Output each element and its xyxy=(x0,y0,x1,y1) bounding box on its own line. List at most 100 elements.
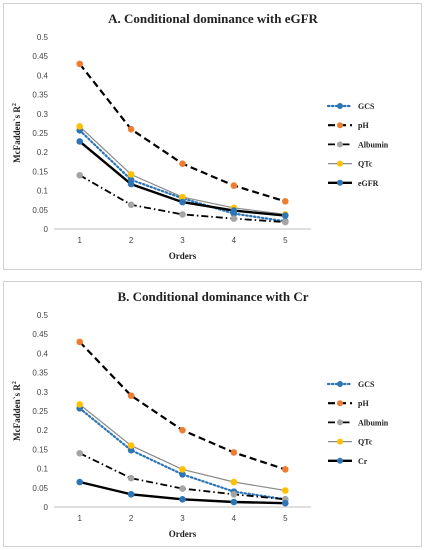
legend-label-ph: pH xyxy=(358,121,369,130)
data-point-albumin xyxy=(230,215,238,222)
y-tick-label: 0.3 xyxy=(37,388,49,397)
y-tick-label: 0.4 xyxy=(37,349,49,358)
y-tick-label: 0.5 xyxy=(37,33,49,42)
y-tick-label: 0.25 xyxy=(32,129,48,138)
chart-panel-a: A. Conditional dominance with eGFR 0 0.05 0… xyxy=(3,3,422,270)
y-tick-label: 0.1 xyxy=(37,465,49,474)
data-point-qtc xyxy=(230,478,238,486)
data-point-ph xyxy=(282,466,289,473)
legend-marker-ph xyxy=(337,400,343,407)
y-tick-label: 0.05 xyxy=(32,484,48,493)
y-tick-label: 0.15 xyxy=(32,445,48,454)
data-point-ph xyxy=(230,182,238,189)
y-tick-label: 0 xyxy=(44,503,49,512)
series-line-ph xyxy=(78,63,286,203)
data-point-egfr xyxy=(76,138,83,145)
x-tick-label: 3 xyxy=(180,236,185,245)
chart-title: B. Conditional dominance with Cr xyxy=(117,289,308,304)
data-point-egfr xyxy=(282,212,289,219)
data-point-ph xyxy=(282,198,289,205)
data-point-egfr xyxy=(127,180,135,188)
series-line-ph xyxy=(78,341,286,471)
y-tick-label: 0.35 xyxy=(32,91,48,100)
x-tick-label: 1 xyxy=(77,514,82,523)
legend-marker-qtc xyxy=(337,438,343,445)
legend-marker-albumin xyxy=(337,141,343,148)
data-point-cr xyxy=(282,499,289,507)
legend-label-albumin: Albumin xyxy=(358,140,389,149)
y-tick-label: 0.4 xyxy=(37,71,49,80)
y-tick-label: 0.05 xyxy=(32,206,48,215)
data-point-albumin xyxy=(76,449,83,457)
data-point-egfr xyxy=(230,207,238,214)
legend-marker-albumin xyxy=(337,419,343,426)
data-point-cr xyxy=(127,491,135,498)
data-point-ph xyxy=(179,160,186,168)
data-point-qtc xyxy=(282,487,289,494)
legend-label-cr: Cr xyxy=(358,457,368,466)
y-tick-label: 0.3 xyxy=(37,110,49,119)
legend-marker-gcs xyxy=(337,381,343,387)
data-point-gcs xyxy=(179,471,186,478)
legend-marker-gcs xyxy=(337,103,343,109)
data-point-albumin xyxy=(282,218,289,226)
data-point-ph xyxy=(179,426,186,434)
data-point-qtc xyxy=(76,123,83,130)
data-point-qtc xyxy=(76,401,83,408)
x-tick-label: 3 xyxy=(180,514,185,523)
y-tick-label: 0.25 xyxy=(32,407,48,416)
series-line-gcs xyxy=(78,129,287,223)
chart-title: A. Conditional dominance with eGFR xyxy=(108,11,318,26)
legend-label-albumin: Albumin xyxy=(358,418,389,427)
data-point-qtc xyxy=(127,442,135,449)
y-tick-label: 0 xyxy=(44,225,49,234)
data-point-albumin xyxy=(76,171,83,179)
y-axis-title-text: McFadden`s R xyxy=(12,106,22,163)
data-point-ph xyxy=(76,338,83,346)
legend-label-gcs: GCS xyxy=(358,380,375,389)
y-tick-label: 0.45 xyxy=(32,52,48,61)
x-tick-label: 2 xyxy=(129,236,134,245)
data-point-cr xyxy=(179,496,186,503)
x-axis-title: Orders xyxy=(169,529,197,539)
data-point-cr xyxy=(230,498,238,506)
data-point-qtc xyxy=(127,171,135,178)
data-point-ph xyxy=(127,125,135,133)
data-point-egfr xyxy=(179,198,186,206)
y-tick-label: 0.45 xyxy=(32,330,48,339)
y-axis-title-superscript: 2 xyxy=(12,103,18,106)
y-tick-label: 0.15 xyxy=(32,167,48,176)
y-tick-label: 0.35 xyxy=(32,369,48,378)
data-point-ph xyxy=(230,449,238,456)
y-axis-title-superscript: 2 xyxy=(12,381,18,384)
y-tick-label: 0.5 xyxy=(37,311,49,320)
chart-b-svg: B. Conditional dominance with Cr 0 0.05 0.1… xyxy=(12,289,389,539)
chart-a-svg: A. Conditional dominance with eGFR 0 0.05 0… xyxy=(12,11,389,261)
series-line-albumin xyxy=(79,452,286,501)
data-point-albumin xyxy=(230,491,238,498)
data-point-albumin xyxy=(179,211,186,218)
x-tick-label: 5 xyxy=(283,236,288,245)
data-point-ph xyxy=(76,60,83,68)
y-axis-title: McFadden`s R2 xyxy=(12,103,22,163)
y-tick-label: 0.2 xyxy=(37,148,49,157)
legend-label-qtc: QTc xyxy=(358,160,373,169)
y-tick-label: 0.1 xyxy=(37,187,49,196)
chart-panel-b: B. Conditional dominance with Cr 0 0.05 0.1… xyxy=(3,281,422,547)
legend-marker-cr xyxy=(337,457,343,464)
x-axis-title: Orders xyxy=(169,251,197,261)
y-axis-title: McFadden`s R2 xyxy=(12,381,22,441)
legend-marker-ph xyxy=(337,122,343,129)
x-tick-label: 4 xyxy=(232,236,237,245)
data-point-gcs xyxy=(127,446,135,454)
data-point-cr xyxy=(76,478,83,486)
legend-marker-egfr xyxy=(337,179,343,186)
legend-label-egfr: eGFR xyxy=(358,179,379,188)
data-point-albumin xyxy=(127,474,135,482)
x-tick-label: 2 xyxy=(129,514,134,523)
data-point-albumin xyxy=(179,485,186,492)
data-point-qtc xyxy=(179,466,186,473)
legend-label-gcs: GCS xyxy=(358,102,375,111)
data-point-qtc xyxy=(179,193,186,201)
x-tick-label: 1 xyxy=(77,236,82,245)
